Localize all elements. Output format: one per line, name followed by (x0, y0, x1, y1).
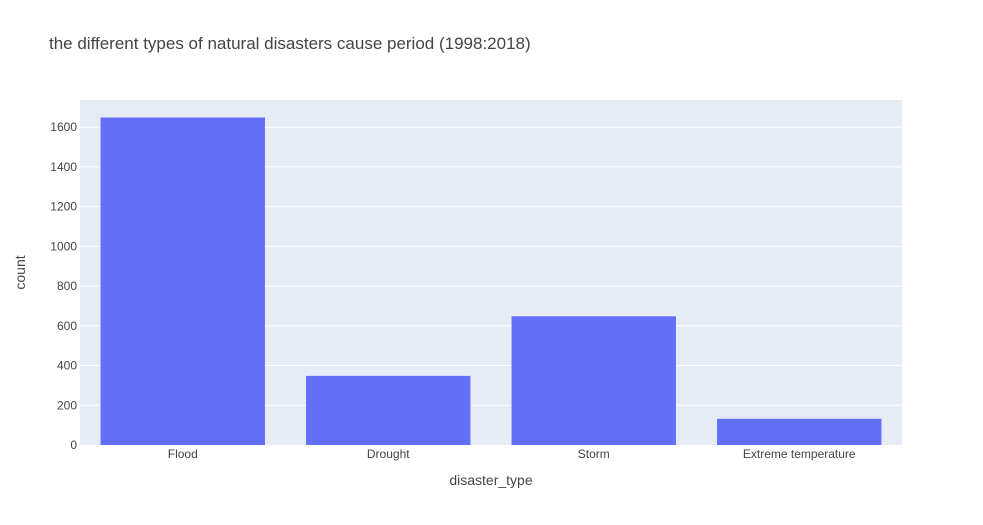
x-axis-title: disaster_type (449, 472, 532, 488)
y-tick-label: 1600 (50, 120, 77, 134)
y-tick-label: 1200 (50, 200, 77, 214)
y-tick-label: 1000 (50, 239, 77, 253)
y-tick-label: 800 (57, 279, 77, 293)
bar-flood[interactable] (100, 117, 265, 446)
y-axis-ticks: 0 200 400 600 800 1000 1200 1400 1600 (50, 120, 77, 452)
bar-drought[interactable] (306, 375, 471, 445)
x-tick-label: Drought (367, 447, 410, 461)
y-tick-label: 0 (70, 438, 77, 452)
bar-storm[interactable] (511, 316, 676, 445)
x-tick-label: Storm (578, 447, 610, 461)
y-axis-title: count (12, 255, 28, 289)
bars (100, 117, 882, 446)
bar-extreme-temperature[interactable] (717, 418, 882, 445)
y-tick-label: 1400 (50, 160, 77, 174)
x-tick-label: Extreme temperature (743, 447, 856, 461)
x-axis-ticks: Flood Drought Storm Extreme temperature (168, 447, 856, 461)
y-tick-label: 600 (57, 319, 77, 333)
chart-title: the different types of natural disasters… (49, 34, 531, 53)
y-tick-label: 400 (57, 359, 77, 373)
x-tick-label: Flood (168, 447, 198, 461)
y-tick-label: 200 (57, 398, 77, 412)
